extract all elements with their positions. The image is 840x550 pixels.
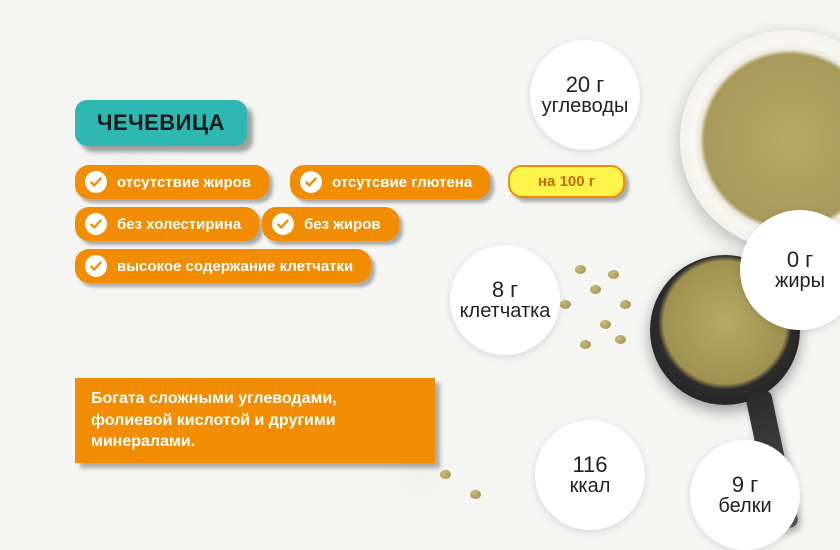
- description-box: Богата сложными углеводами, фолиевой кис…: [75, 378, 435, 463]
- check-icon: [272, 213, 294, 235]
- benefit-label: без холестирина: [117, 216, 241, 233]
- benefit-tag: отсутсвие глютена: [290, 165, 490, 199]
- nutrition-value: 9 г: [732, 473, 758, 496]
- nutrition-value: 20 г: [566, 73, 605, 96]
- check-icon: [85, 171, 107, 193]
- per-serving-badge: на 100 г: [508, 165, 625, 198]
- benefit-tag: высокое содержание клетчатки: [75, 249, 371, 283]
- page-title: ЧЕЧЕВИЦA: [75, 100, 247, 146]
- nutrition-circle: 8 г клетчатка: [450, 245, 560, 355]
- title-text: ЧЕЧЕВИЦA: [97, 110, 225, 135]
- nutrition-value: 8 г: [492, 278, 518, 301]
- lentil-grain: [575, 265, 586, 274]
- nutrition-label: ккал: [570, 476, 611, 497]
- nutrition-label: белки: [718, 496, 771, 517]
- per-serving-label: на 100 г: [538, 173, 595, 190]
- nutrition-circle: 9 г белки: [690, 440, 800, 550]
- nutrition-label: клетчатка: [460, 301, 551, 322]
- nutrition-value: 116: [572, 453, 607, 476]
- nutrition-label: углеводы: [542, 96, 629, 117]
- lentil-grain: [600, 320, 611, 329]
- nutrition-label: жиры: [775, 271, 825, 292]
- nutrition-circle: 116 ккал: [535, 420, 645, 530]
- benefit-label: без жиров: [304, 216, 381, 233]
- lentil-grain: [615, 335, 626, 344]
- lentil-grain: [560, 300, 571, 309]
- check-icon: [85, 213, 107, 235]
- lentil-grain: [470, 490, 481, 499]
- benefit-tag: без жиров: [262, 207, 399, 241]
- lentil-grain: [608, 270, 619, 279]
- nutrition-circle: 20 г углеводы: [530, 40, 640, 150]
- lentil-grain: [590, 285, 601, 294]
- lentil-grain: [440, 470, 451, 479]
- description-text: Богата сложными углеводами, фолиевой кис…: [91, 390, 337, 450]
- benefit-label: отсутствие жиров: [117, 174, 251, 191]
- check-icon: [300, 171, 322, 193]
- benefit-label: отсутсвие глютена: [332, 174, 472, 191]
- lentil-grain: [620, 300, 631, 309]
- nutrition-value: 0 г: [787, 248, 813, 271]
- check-icon: [85, 255, 107, 277]
- benefit-label: высокое содержание клетчатки: [117, 258, 353, 275]
- lentil-grain: [580, 340, 591, 349]
- benefit-tag: без холестирина: [75, 207, 259, 241]
- benefit-tag: отсутствие жиров: [75, 165, 269, 199]
